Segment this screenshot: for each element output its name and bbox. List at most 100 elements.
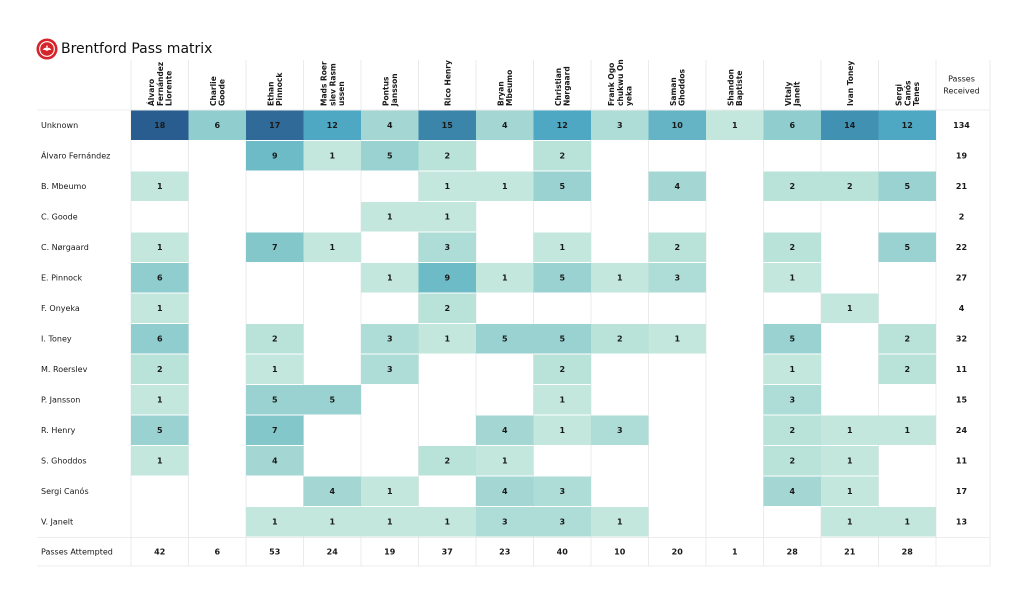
heatmap-cell (533, 507, 591, 537)
heatmap-cell (763, 110, 821, 140)
chart-title: Brentford Pass matrix (61, 41, 213, 57)
cell-value: 7 (272, 426, 278, 435)
cell-value: 5 (559, 273, 565, 282)
cell-value: 5 (904, 182, 910, 191)
heatmap-cell (131, 263, 189, 293)
heatmap-cell (763, 385, 821, 415)
heatmap-cell (476, 446, 534, 476)
cell-value: 1 (847, 456, 853, 465)
heatmap-cell (763, 324, 821, 354)
row-total: 2 (959, 212, 965, 221)
cell-value: 2 (674, 243, 680, 252)
cell-value: 1 (674, 334, 680, 343)
heatmap-cell (476, 415, 534, 445)
heatmap-cell (476, 476, 534, 506)
heatmap-cell (246, 324, 304, 354)
cell-value: 3 (444, 243, 450, 252)
heatmap-cell (878, 171, 936, 201)
cell-value: 2 (904, 334, 910, 343)
heatmap-cell (131, 110, 189, 140)
cell-value: 4 (329, 487, 335, 496)
row-label: Sergi Canós (41, 486, 89, 496)
heatmap-cell (763, 263, 821, 293)
cell-value: 1 (502, 182, 508, 191)
total-column-label: Received (943, 87, 979, 96)
chart-title-block: Brentford Pass matrix (36, 37, 212, 61)
cell-value: 1 (732, 121, 738, 130)
cell-value: 12 (327, 121, 338, 130)
brentford-crest-icon (36, 38, 58, 60)
column-label: Rico Henry (443, 60, 452, 106)
column-total: 23 (499, 548, 510, 557)
heatmap-cell (361, 324, 419, 354)
heatmap-cell (648, 110, 706, 140)
row-total: 15 (956, 395, 968, 404)
cell-value: 1 (272, 517, 278, 526)
cell-value: 2 (617, 334, 623, 343)
heatmap-cell (361, 141, 419, 171)
heatmap-cell (763, 354, 821, 384)
cell-value: 1 (617, 273, 623, 282)
cell-value: 15 (442, 121, 454, 130)
heatmap-cell (246, 354, 304, 384)
attempted-row-label: Passes Attempted (41, 548, 113, 557)
heatmap-cell (878, 354, 936, 384)
column-label: Frank Ogochukwu Onyeka (607, 59, 633, 106)
cell-value: 12 (557, 121, 568, 130)
cell-value: 1 (387, 212, 393, 221)
cell-value: 1 (559, 395, 565, 404)
heatmap-cell (418, 141, 476, 171)
heatmap-cell (476, 263, 534, 293)
heatmap-cell (303, 507, 361, 537)
cell-value: 1 (387, 517, 393, 526)
column-total: 21 (844, 548, 856, 557)
column-label: Ivan Toney (846, 61, 855, 106)
column-total: 28 (902, 548, 914, 557)
heatmap-cell (821, 293, 879, 323)
cell-value: 18 (154, 121, 166, 130)
heatmap-cell (878, 232, 936, 262)
cell-value: 7 (272, 243, 278, 252)
heatmap-cell (131, 385, 189, 415)
cell-value: 2 (904, 365, 910, 374)
heatmap-cell (188, 110, 246, 140)
heatmap-cell (246, 232, 304, 262)
column-total: 10 (614, 548, 626, 557)
heatmap-cell (131, 232, 189, 262)
column-label: Mads Roerslev Rasmussen (320, 61, 346, 106)
heatmap-cell (418, 232, 476, 262)
heatmap-cell (303, 110, 361, 140)
cell-value: 4 (674, 182, 680, 191)
row-total: 11 (956, 456, 968, 465)
cell-value: 4 (502, 121, 508, 130)
cell-value: 2 (559, 151, 565, 160)
cell-value: 1 (444, 182, 450, 191)
column-total: 37 (442, 548, 453, 557)
total-column-label: Passes (948, 75, 975, 84)
heatmap-cell (418, 110, 476, 140)
cell-value: 3 (559, 517, 565, 526)
heatmap-cell (246, 446, 304, 476)
heatmap-cell (533, 171, 591, 201)
heatmap-cell (533, 415, 591, 445)
heatmap-cell (476, 110, 534, 140)
cell-value: 1 (904, 426, 910, 435)
heatmap-cell (246, 385, 304, 415)
column-label: CharlieGoode (209, 76, 227, 106)
cell-value: 1 (904, 517, 910, 526)
cell-value: 1 (847, 517, 853, 526)
heatmap-cell (648, 324, 706, 354)
cell-value: 1 (387, 487, 393, 496)
cell-value: 1 (157, 182, 163, 191)
cell-value: 4 (502, 487, 508, 496)
row-label: P. Jansson (41, 395, 80, 404)
row-total: 22 (956, 243, 967, 252)
heatmap-cell (246, 110, 304, 140)
row-total: 13 (956, 517, 967, 526)
column-total: 24 (327, 548, 339, 557)
cell-value: 1 (444, 212, 450, 221)
row-label: R. Henry (41, 426, 76, 435)
row-label: F. Onyeka (41, 304, 80, 313)
column-label: EthanPinnock (266, 72, 284, 106)
